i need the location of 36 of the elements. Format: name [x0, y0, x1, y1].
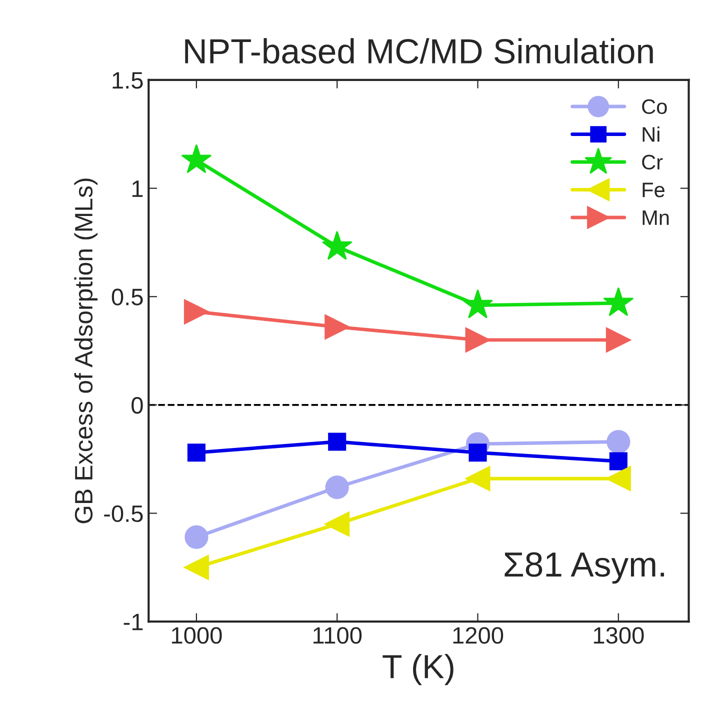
chart-title: NPT-based MC/MD Simulation: [185, 38, 653, 64]
legend-label: Mn: [642, 210, 669, 225]
y-axis-title: GB Excess of Adsorption (MLs): [74, 178, 98, 524]
point: [609, 452, 628, 470]
point: [187, 444, 206, 462]
point: [603, 287, 634, 316]
x-tick-label: 1300: [594, 627, 644, 644]
legend-label: Ni: [642, 126, 660, 142]
y-tick-label: 1: [132, 180, 143, 197]
y-tick-label: 1.5: [112, 72, 143, 89]
legend-label: Cr: [642, 154, 663, 170]
point: [325, 475, 349, 500]
point: [184, 554, 209, 580]
point: [606, 430, 630, 454]
x-tick-label: 1100: [314, 627, 362, 644]
annotation: Σ81 Asym.: [504, 552, 664, 584]
point: [328, 432, 346, 451]
point: [468, 444, 487, 462]
point: [184, 525, 208, 549]
point: [181, 144, 212, 174]
point: [324, 314, 350, 340]
y-tick-label: 0: [132, 397, 143, 414]
x-axis-title: T (K): [382, 654, 454, 686]
y-tick-label: 0.5: [112, 288, 143, 306]
point: [322, 230, 352, 260]
x-tick-label: 1000: [172, 627, 222, 644]
legend-label: Fe: [642, 182, 664, 198]
point: [465, 466, 490, 492]
point: [462, 289, 493, 318]
y-tick-label: -0.5: [104, 505, 143, 522]
point: [324, 512, 350, 537]
point: [184, 299, 209, 324]
legend-label: Co: [642, 99, 667, 114]
y-tick-label: -1: [124, 614, 143, 630]
x-tick-label: 1200: [453, 627, 504, 644]
point: [606, 327, 631, 352]
